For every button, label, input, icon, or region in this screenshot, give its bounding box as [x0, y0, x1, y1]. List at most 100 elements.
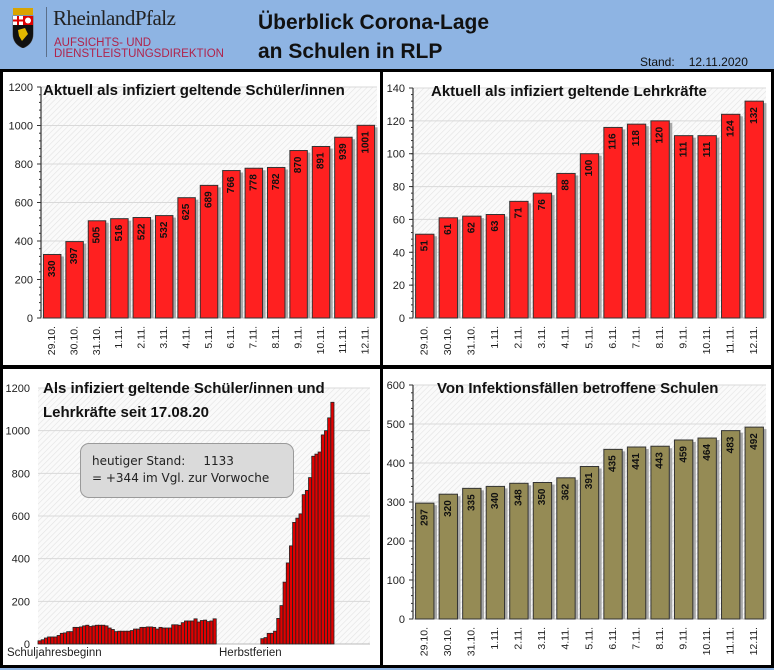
bar — [129, 630, 134, 645]
bar — [697, 135, 717, 319]
x-tick-label: 29.10. — [46, 326, 58, 355]
data-label: 483 — [725, 436, 736, 453]
data-label: 118 — [631, 130, 642, 147]
bar — [187, 620, 192, 645]
x-tick-label: 31.10. — [466, 627, 478, 656]
bar — [330, 401, 335, 645]
coat-of-arms-icon — [12, 8, 34, 48]
data-label: 782 — [271, 173, 282, 190]
bar — [101, 624, 106, 645]
x-tick-label: 6.11. — [607, 627, 619, 650]
bar — [123, 630, 128, 645]
bar — [285, 562, 290, 645]
x-tick-label: 1.11. — [113, 326, 125, 349]
bar — [94, 624, 99, 645]
bar — [438, 493, 458, 620]
bar — [222, 170, 241, 319]
data-label: 505 — [92, 226, 103, 243]
bar — [152, 626, 157, 645]
data-label: 71 — [514, 207, 525, 219]
y-tick-label: 80 — [393, 182, 405, 194]
x-tick-label: 12.11. — [748, 627, 760, 655]
x-tick-label: 4.11. — [560, 326, 572, 349]
x-tick-label: 29.10. — [419, 627, 431, 656]
bar — [107, 627, 112, 645]
y-tick-label: 100 — [387, 149, 405, 161]
callout-weekly-change: = +344 im Vgl. zur Vorwoche — [92, 471, 270, 485]
bar — [209, 620, 214, 645]
bar — [289, 545, 294, 645]
bar — [168, 627, 173, 645]
bar — [509, 482, 529, 620]
bar — [308, 477, 313, 645]
bar — [85, 624, 90, 645]
page-title: Überblick Corona-Lage an Schulen in RLP — [258, 8, 489, 66]
y-tick-label: 0 — [399, 313, 405, 325]
bar — [88, 626, 93, 645]
bar — [199, 184, 219, 319]
x-tick-label: 1.11. — [489, 326, 501, 349]
panel-teachers: 0 20 40 60 80 100 120 140 51 29.10. 61 30.10. 62 31.1… — [380, 69, 774, 368]
y-tick-label: 0 — [24, 639, 30, 651]
logo-subtitle: AUFSICHTS- UND DIENSTLEISTUNGSDIREKTION — [54, 37, 224, 60]
x-tick-label: 4.11. — [180, 326, 192, 349]
data-label: 63 — [490, 220, 501, 232]
bar — [37, 640, 42, 645]
data-label: 111 — [678, 141, 689, 157]
x-tick-label: 5.11. — [583, 627, 595, 650]
data-label: 348 — [514, 489, 525, 506]
bar — [317, 451, 322, 645]
bar — [603, 126, 623, 319]
y-tick-label: 400 — [12, 554, 30, 566]
bar — [113, 631, 118, 645]
bar — [462, 215, 482, 319]
bar — [292, 521, 297, 645]
bar — [556, 477, 576, 620]
bar — [532, 192, 553, 319]
panel-schools: 0 100 200 300 400 500 600 297 29.10. 320 30.10. 335… — [380, 366, 774, 668]
bar — [47, 636, 52, 645]
bar — [164, 627, 169, 645]
x-tick-label: 3.11. — [536, 627, 548, 650]
data-label: 120 — [655, 126, 666, 143]
page-title-line1: Überblick Corona-Lage — [258, 11, 490, 34]
bar — [311, 145, 331, 319]
x-tick-label: 4.11. — [560, 627, 572, 650]
bar — [142, 626, 147, 645]
y-tick-label: 140 — [387, 83, 405, 95]
bar — [174, 624, 179, 645]
bar — [320, 434, 325, 645]
logo-subtitle-line1: AUFSICHTS- UND — [54, 37, 152, 49]
chart-title-line1: Als infiziert geltende Schüler/innen und — [43, 380, 325, 397]
bar — [485, 214, 506, 319]
x-tick-label: 10.11. — [701, 627, 713, 655]
callout-label: heutiger Stand: — [92, 454, 186, 468]
bar — [266, 632, 271, 645]
y-tick-label: 1000 — [9, 121, 33, 133]
bar — [273, 630, 278, 645]
bar — [282, 581, 287, 645]
y-tick-label: 200 — [387, 536, 405, 548]
bar — [136, 628, 141, 645]
x-tick-label: 8.11. — [270, 326, 282, 349]
data-label: 391 — [584, 472, 595, 489]
bar — [263, 637, 268, 645]
bar — [133, 628, 138, 645]
bar — [579, 153, 600, 319]
data-label: 61 — [443, 223, 454, 235]
bar — [120, 630, 125, 645]
x-tick-label: 3.11. — [536, 326, 548, 349]
bar — [650, 445, 670, 620]
data-label: 689 — [204, 191, 215, 208]
bar — [334, 136, 353, 319]
x-tick-label: 30.10. — [442, 326, 454, 355]
data-label: 459 — [678, 446, 689, 463]
bar — [78, 626, 83, 645]
data-label: 625 — [181, 203, 192, 220]
bar — [626, 446, 647, 620]
y-tick-label: 120 — [387, 116, 405, 128]
callout-value: 1133 — [203, 454, 234, 468]
bar — [104, 625, 109, 645]
logo-separator — [46, 7, 47, 57]
stand-date: Stand: 12.11.2020 — [640, 55, 748, 69]
